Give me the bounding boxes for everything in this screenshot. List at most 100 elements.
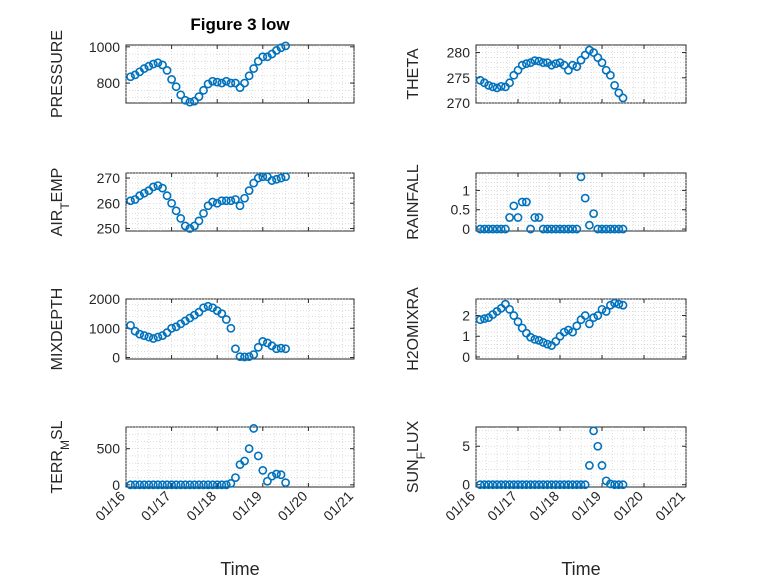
data-point — [167, 198, 176, 208]
data-series-1 — [475, 426, 628, 490]
data-point — [572, 224, 582, 234]
subplot-6: 0 1 2 H2OMIXRA — [405, 287, 687, 371]
data-series-1 — [126, 301, 290, 362]
data-point — [267, 176, 277, 185]
y-tick-label: 5 — [462, 438, 470, 454]
data-point — [517, 323, 527, 333]
data-point — [139, 331, 149, 340]
data-point — [618, 93, 628, 103]
data-point — [559, 327, 569, 337]
data-point — [180, 221, 190, 231]
data-point — [551, 337, 561, 346]
data-point — [199, 480, 208, 490]
axes-background — [475, 44, 687, 104]
data-point — [488, 480, 498, 490]
data-point — [189, 480, 199, 490]
data-point — [240, 352, 249, 362]
data-point — [139, 64, 149, 73]
subplot-5: 0 1000 2000 MIXDEPTH — [49, 288, 355, 371]
data-point — [185, 480, 195, 490]
data-point — [597, 224, 607, 234]
data-point — [153, 58, 163, 68]
data-point — [226, 78, 236, 88]
data-point — [618, 480, 628, 490]
data-point — [517, 480, 527, 490]
y-tick-label: 270 — [447, 95, 471, 111]
data-point — [610, 224, 619, 234]
data-point — [513, 317, 523, 327]
axes-background — [125, 44, 355, 104]
data-point — [606, 70, 615, 80]
data-point — [568, 480, 577, 490]
data-point — [522, 59, 531, 69]
data-point — [543, 339, 552, 349]
data-point — [162, 328, 172, 338]
data-point — [568, 224, 577, 234]
data-point — [564, 65, 573, 75]
data-point — [513, 213, 523, 222]
data-point — [244, 71, 254, 81]
data-point — [593, 224, 603, 234]
data-point — [258, 52, 268, 62]
data-point — [240, 456, 249, 466]
y-axis-label: PRESSURE — [49, 30, 66, 118]
data-point — [148, 480, 158, 490]
data-point — [576, 480, 586, 490]
data-point — [576, 172, 586, 182]
data-point — [203, 480, 213, 490]
data-point — [572, 321, 582, 331]
data-point — [492, 83, 502, 93]
data-point — [488, 82, 498, 92]
data-point — [189, 221, 199, 231]
data-point — [180, 95, 190, 105]
y-tick-label: 270 — [97, 170, 121, 186]
data-point — [559, 60, 569, 70]
data-point — [509, 311, 519, 320]
data-point — [538, 338, 548, 347]
y-tick-label: 280 — [447, 45, 471, 61]
data-point — [601, 307, 611, 316]
data-point — [231, 344, 240, 354]
data-point — [249, 424, 259, 433]
data-point — [162, 65, 172, 75]
data-point — [221, 315, 231, 324]
data-point — [610, 480, 619, 490]
y-axis-label: MIXDEPTH — [49, 288, 66, 371]
data-point — [249, 178, 259, 188]
data-point — [194, 307, 204, 317]
y-tick-label: 260 — [97, 195, 121, 211]
data-point — [240, 78, 249, 88]
x-axis-label: Time — [220, 559, 259, 579]
data-point — [281, 478, 290, 488]
data-point — [144, 61, 154, 71]
data-point — [221, 480, 231, 490]
data-point — [231, 195, 240, 204]
data-point — [513, 480, 523, 490]
data-point — [505, 480, 514, 490]
data-point — [606, 479, 615, 489]
subplot-1: 800 1000 PRESSURE — [49, 30, 355, 118]
subplot-4: 0 0.5 1 RAINFALL — [405, 164, 687, 240]
data-point — [568, 327, 577, 337]
data-point — [597, 58, 607, 68]
data-point — [276, 470, 286, 480]
data-point — [610, 298, 619, 308]
data-point — [517, 197, 527, 207]
data-point — [148, 59, 158, 69]
data-point — [258, 337, 268, 346]
data-point — [139, 480, 149, 490]
data-point — [153, 332, 163, 342]
data-point — [253, 451, 263, 461]
data-point — [509, 70, 519, 80]
data-point — [580, 193, 590, 203]
data-series-1 — [126, 172, 290, 233]
data-point — [551, 224, 561, 234]
data-point — [509, 201, 519, 211]
data-point — [589, 313, 598, 323]
data-point — [217, 480, 227, 490]
data-point — [158, 480, 167, 490]
data-point — [475, 315, 485, 325]
y-axis-label: RAINFALL — [405, 164, 422, 240]
data-point — [597, 461, 607, 470]
y-tick-label: 275 — [447, 70, 471, 86]
